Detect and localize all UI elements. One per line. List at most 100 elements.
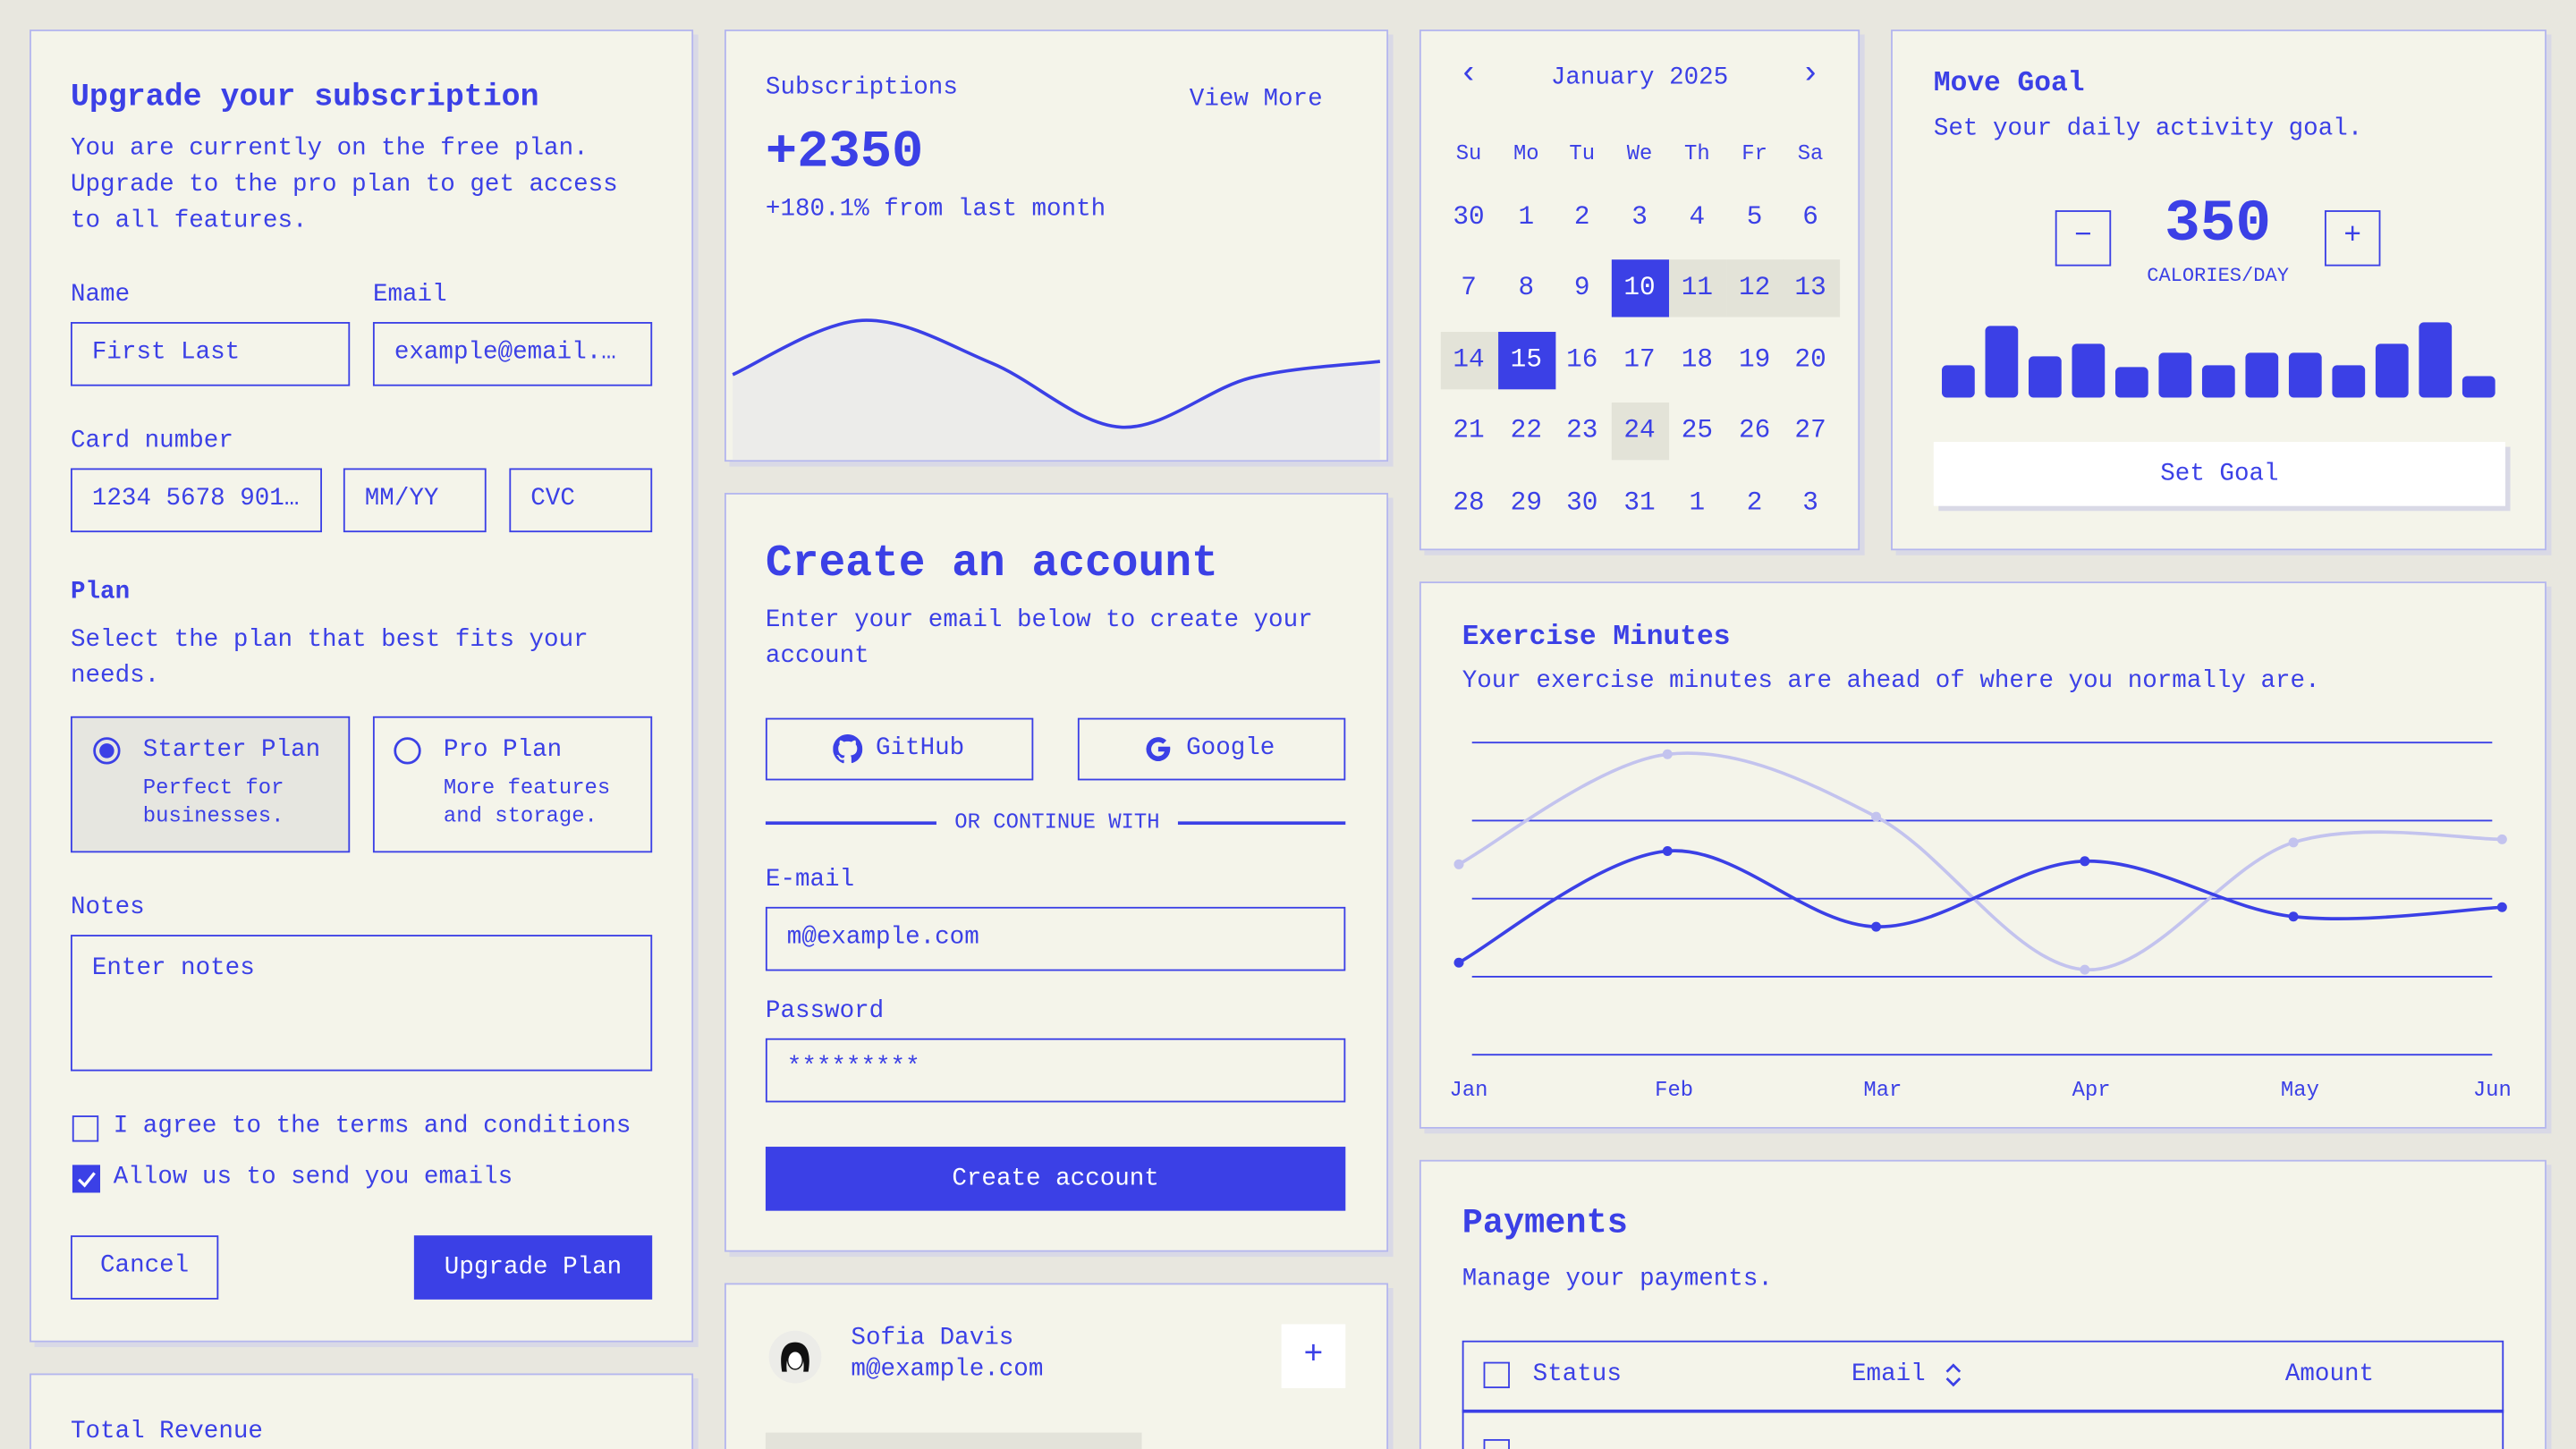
bar [2072,343,2106,398]
password-input[interactable]: ********* [765,1038,1346,1103]
bar [1985,326,2019,398]
calendar-day[interactable]: 9 [1573,271,1590,302]
card-title: Exercise Minutes [1462,623,1731,655]
calendar-day[interactable]: 31 [1623,487,1656,517]
next-month[interactable]: › [1801,55,1821,94]
bar [2332,365,2366,398]
card-title: Total Revenue [70,1418,263,1446]
calendar-day[interactable]: 30 [1453,201,1485,232]
calendar-day[interactable]: 10 [1610,258,1669,317]
google-button[interactable] [1077,717,1346,781]
calendar-day[interactable]: 2 [1746,487,1763,517]
weekday: Fr [1741,140,1767,166]
decrease-button[interactable]: − [2055,210,2112,267]
calendar-day[interactable]: 12 [1725,258,1784,317]
add-button[interactable]: + [1281,1324,1346,1389]
divider [1177,821,1346,825]
calendar-day[interactable]: 14 [1439,331,1498,389]
point [1453,859,1464,869]
calendar-day[interactable]: 1 [1518,201,1535,232]
revenue-card [30,1373,694,1449]
checkbox[interactable] [1483,1361,1510,1389]
calendar-day[interactable]: 28 [1453,487,1485,517]
calendar-day[interactable]: 3 [1631,201,1648,232]
point [1662,749,1673,759]
calendar-day[interactable]: 5 [1746,201,1763,232]
calendar-day[interactable]: 6 [1802,201,1818,232]
card-title: Payments [1462,1206,1628,1244]
calendar-day[interactable]: 16 [1566,343,1598,374]
field-label: Password [765,996,885,1026]
cvc-input[interactable]: CVC [509,468,653,533]
increase-button[interactable]: + [2324,210,2381,267]
weekday: We [1626,140,1653,166]
radio-selected [93,737,121,765]
card-description: Enter your email below to create your ac… [765,606,1313,671]
calendar-day[interactable]: 17 [1623,343,1656,374]
checkbox-checked[interactable] [72,1165,101,1193]
card-description: Manage your payments. [1462,1265,1773,1293]
column-header: Amount [2284,1360,2375,1389]
card-title: Subscriptions [765,73,958,102]
calendar-day[interactable]: 25 [1681,414,1713,445]
calendar-day[interactable]: 27 [1794,414,1826,445]
email-input[interactable]: m@example.com [765,906,1346,971]
calendar-day[interactable]: 24 [1610,402,1669,460]
divider-text: OR CONTINUE WITH [954,809,1160,835]
point [1662,845,1673,856]
calendar-day[interactable]: 3 [1802,487,1818,517]
calendar-day[interactable]: 11 [1668,258,1726,317]
field-label: Email [372,281,447,309]
create-button[interactable]: Create account [765,1147,1346,1211]
github-icon [833,734,863,764]
name-input[interactable]: First Last [70,322,351,386]
plan-description: Select the plan that best fits your need… [70,625,589,691]
point [2080,964,2090,975]
cancel-button[interactable]: Cancel [70,1235,219,1300]
x-tick-label: Apr [2072,1079,2111,1103]
calendar-day[interactable]: 20 [1794,343,1826,374]
bar [2114,367,2148,398]
field-label: Name [70,281,131,309]
x-tick-label: Jun [2473,1079,2512,1103]
plan-option[interactable] [372,716,653,853]
field-label: Plan [70,578,131,606]
bar [2029,356,2062,398]
plan-option[interactable] [70,716,351,853]
weekday: Tu [1569,140,1596,166]
calendar-day[interactable]: 15 [1497,331,1555,389]
line [1458,849,2503,964]
notes-input[interactable]: Enter notes [70,935,653,1072]
calendar-day[interactable]: 1 [1689,487,1706,517]
month-title: January 2025 [1550,64,1729,92]
calendar-day[interactable]: 2 [1573,201,1590,232]
calendar-day[interactable]: 21 [1453,414,1485,445]
set-goal-button[interactable]: Set Goal [1933,442,2506,506]
prev-month[interactable]: ‹ [1458,55,1479,94]
view-more-link[interactable]: View More [1189,85,1323,114]
calendar-day[interactable]: 22 [1510,414,1542,445]
checkbox[interactable] [72,1115,99,1142]
github-button[interactable] [765,717,1034,781]
calendar-day[interactable]: 26 [1738,414,1771,445]
calendar-day[interactable]: 19 [1738,343,1771,374]
x-tick-label: Feb [1655,1079,1693,1103]
upgrade-button[interactable]: Upgrade Plan [413,1235,653,1300]
calendar-day[interactable]: 4 [1689,201,1706,232]
calendar-day[interactable]: 7 [1461,271,1477,302]
expiry-input[interactable]: MM/YY [343,468,487,533]
avatar [768,1330,822,1384]
calendar-day[interactable]: 23 [1566,414,1598,445]
email-input[interactable]: example@email.com [372,322,653,386]
calendar-day[interactable]: 30 [1566,487,1598,517]
calendar-day[interactable]: 13 [1781,258,1840,317]
checkbox[interactable] [1483,1438,1510,1449]
point [1871,811,1882,822]
payments-table [1462,1340,2504,1449]
calendar-day[interactable]: 18 [1681,343,1713,374]
column-header[interactable]: Email [1852,1360,1926,1389]
calendar-day[interactable]: 8 [1518,271,1535,302]
calendar-day[interactable]: 29 [1510,487,1542,517]
